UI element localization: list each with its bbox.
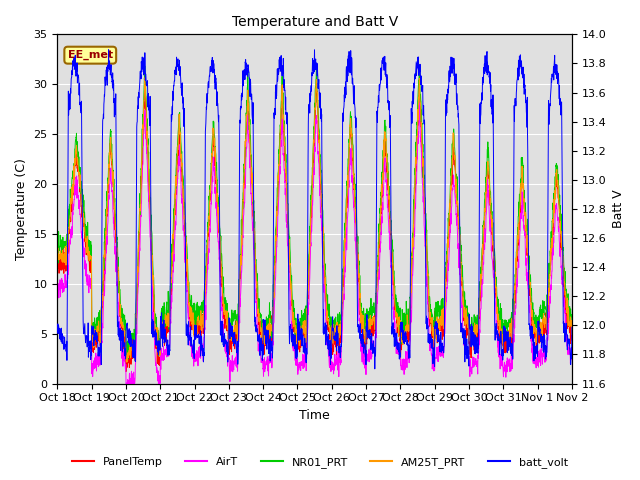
Legend: PanelTemp, AirT, NR01_PRT, AM25T_PRT, batt_volt: PanelTemp, AirT, NR01_PRT, AM25T_PRT, ba… [68,452,572,472]
Y-axis label: Batt V: Batt V [612,190,625,228]
Y-axis label: Temperature (C): Temperature (C) [15,158,28,260]
Text: EE_met: EE_met [68,50,113,60]
X-axis label: Time: Time [300,409,330,422]
Title: Temperature and Batt V: Temperature and Batt V [232,15,397,29]
